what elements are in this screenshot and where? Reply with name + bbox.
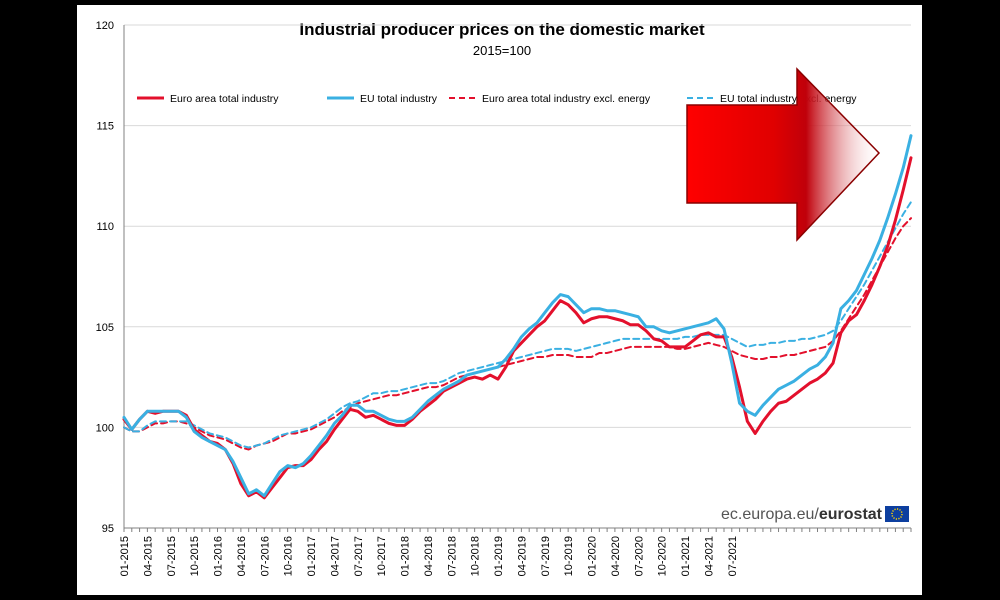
x-tick-label: 10-2016	[283, 536, 295, 576]
x-tick-label: 01-2020	[587, 536, 599, 576]
x-tick-label: 07-2020	[633, 536, 645, 576]
legend-label: Euro area total industry	[170, 93, 279, 105]
x-tick-label: 07-2017	[353, 536, 365, 576]
y-axis: 95 100 105 110 115 120	[96, 20, 125, 535]
x-tick-label: 07-2016	[259, 536, 271, 576]
y-tick-label: 110	[96, 221, 114, 233]
x-tick-label: 01-2016	[213, 536, 225, 576]
x-tick-label: 07-2018	[446, 536, 458, 576]
x-tick-label: 10-2019	[563, 536, 575, 576]
series-line-2	[123, 217, 912, 451]
source-credit: ec.europa.eu/eurostat	[721, 506, 909, 523]
source-domain: ec.europa.eu/	[721, 506, 819, 523]
x-tick-label: 10-2017	[376, 536, 388, 576]
line-chart: Industrial producer prices on the domest…	[96, 20, 913, 576]
y-tick-label: 105	[96, 322, 114, 334]
y-tick-label: 100	[96, 422, 114, 434]
up-arrow-icon	[686, 67, 881, 242]
x-tick-label: 07-2019	[540, 536, 552, 576]
x-tick-label: 04-2020	[610, 536, 622, 576]
chart-title: Industrial producer prices on the domest…	[299, 20, 705, 39]
legend: Euro area total industry EU total industr…	[137, 93, 857, 105]
x-tick-label: 01-2019	[493, 536, 505, 576]
svg-text:ec.europa.eu/eurostat: ec.europa.eu/eurostat	[721, 506, 883, 523]
x-axis: 01-2015 04-2015 07-2015 10-2015 01-2016 04-20…	[119, 527, 912, 576]
x-tick-label: 01-2015	[119, 536, 131, 576]
y-tick-label: 115	[96, 121, 114, 133]
x-tick-label: 04-2016	[236, 536, 248, 576]
legend-label: EU total industry excl. energy	[720, 93, 857, 105]
x-tick-label: 07-2015	[166, 536, 178, 576]
x-tick-label: 10-2018	[470, 536, 482, 576]
x-tick-label: 04-2021	[703, 536, 715, 576]
series-line-3	[123, 201, 912, 449]
chart-subtitle: 2015=100	[473, 43, 531, 58]
y-tick-label: 95	[102, 523, 114, 535]
series-line-0	[122, 156, 913, 500]
x-tick-label: 10-2015	[189, 536, 201, 576]
legend-label: Euro area total industry excl. energy	[482, 93, 651, 105]
eu-flag-icon	[885, 506, 909, 522]
x-tick-label: 01-2018	[400, 536, 412, 576]
x-tick-label: 04-2018	[423, 536, 435, 576]
x-tick-label: 04-2015	[142, 536, 154, 576]
y-tick-label: 120	[96, 20, 114, 32]
series-line-1	[122, 134, 913, 498]
x-tick-label: 01-2017	[306, 536, 318, 576]
x-tick-label: 01-2021	[680, 536, 692, 576]
source-brand: eurostat	[819, 506, 883, 523]
chart-panel: Industrial producer prices on the domest…	[77, 5, 922, 595]
x-tick-label: 04-2017	[329, 536, 341, 576]
series-lines	[122, 134, 913, 500]
x-tick-label: 10-2020	[657, 536, 669, 576]
x-tick-label: 04-2019	[516, 536, 528, 576]
legend-label: EU total industry	[360, 93, 438, 105]
x-tick-label: 07-2021	[727, 536, 739, 576]
